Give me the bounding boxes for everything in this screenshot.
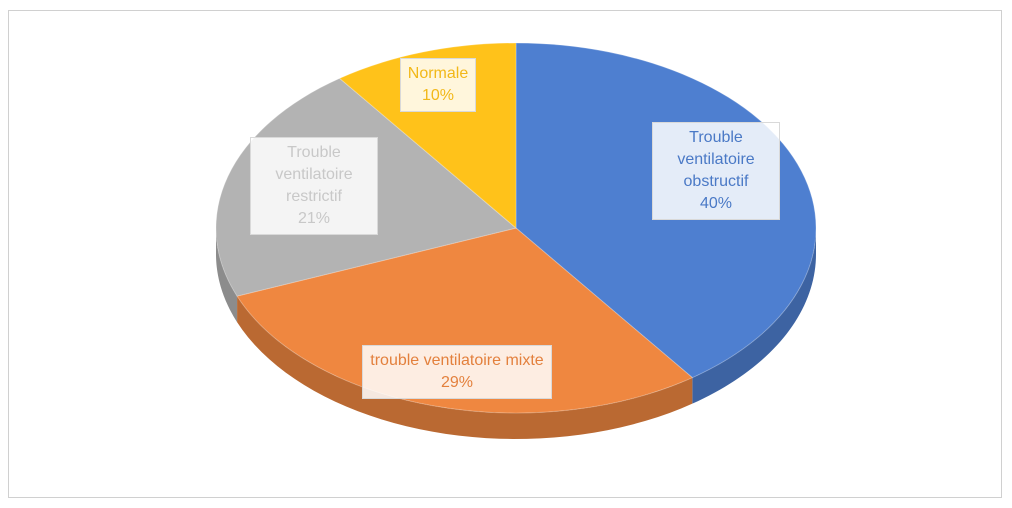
label-category: Trouble ventilatoire obstructif xyxy=(677,129,755,190)
slice xyxy=(236,227,694,414)
label-value: 29% xyxy=(440,374,474,391)
slice-side xyxy=(692,228,816,404)
chart-frame xyxy=(8,10,1002,498)
label-category: Trouble ventilatoire restrictif xyxy=(275,144,353,205)
label-value: 40% xyxy=(699,195,733,212)
data-label: Trouble ventilatoire restrictif 21% xyxy=(250,137,378,235)
label-category: Normale xyxy=(407,65,469,82)
label-value: 10% xyxy=(421,87,455,104)
label-value: 21% xyxy=(297,210,331,227)
data-label: Normale 10% xyxy=(400,58,476,112)
data-label: Trouble ventilatoire obstructif 40% xyxy=(652,122,780,220)
slice-side xyxy=(237,296,693,439)
label-category: trouble ventilatoire mixte xyxy=(370,352,544,369)
data-label: trouble ventilatoire mixte 29% xyxy=(362,345,552,399)
slice-side xyxy=(216,228,238,323)
